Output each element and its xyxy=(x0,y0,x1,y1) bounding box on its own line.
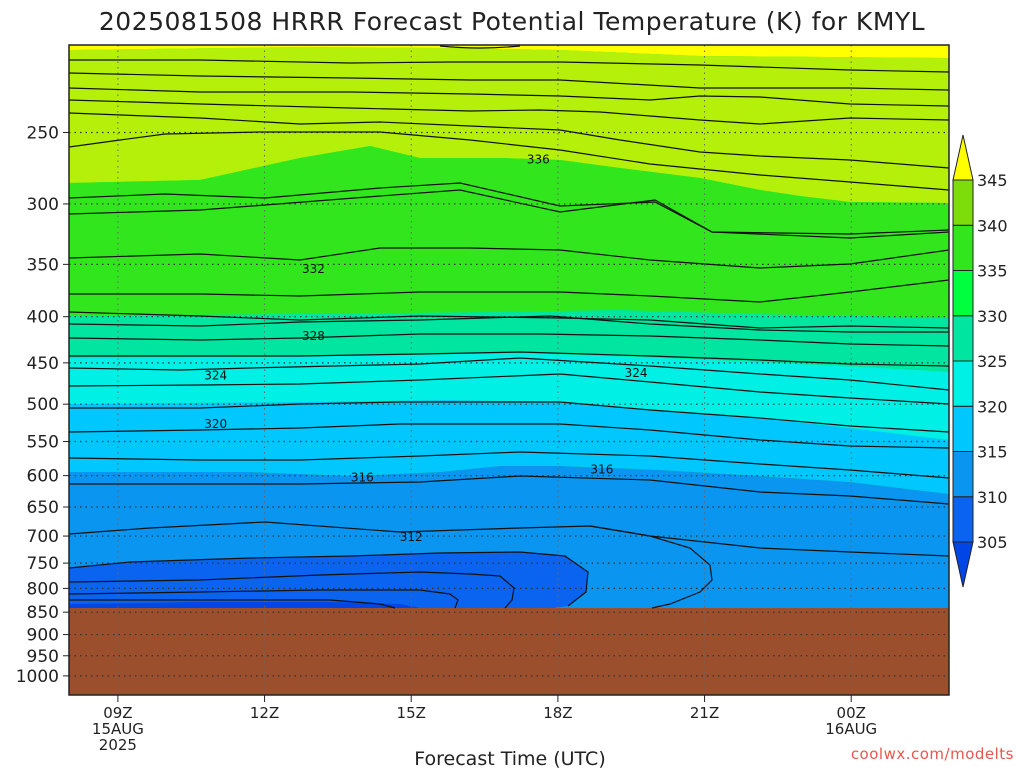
colorbar-segment-335-340 xyxy=(952,224,974,271)
y-tick-label-850: 850 xyxy=(27,603,59,623)
colorbar-label-315: 315 xyxy=(977,443,1008,462)
x-axis-label: Forecast Time (UTC) xyxy=(414,748,605,768)
y-tick-label-250: 250 xyxy=(27,123,59,143)
colorbar-segment-315-320 xyxy=(952,405,974,452)
contour-label-text: 336 xyxy=(527,153,550,167)
contour-label-text: 328 xyxy=(302,329,325,343)
colorbar-label-320: 320 xyxy=(977,397,1008,416)
colorbar-segment-330-335 xyxy=(952,270,974,317)
y-tick-label-500: 500 xyxy=(27,395,59,415)
contour-label-320-5: 320 xyxy=(204,417,227,431)
contour-label-324-4: 324 xyxy=(625,366,648,380)
x-tick-label-18-0: 18Z xyxy=(543,704,572,722)
colorbar-segment-325-330 xyxy=(952,315,974,362)
contour-label-324-3: 324 xyxy=(204,369,227,383)
gridlines xyxy=(69,45,949,695)
contour-label-312-8: 312 xyxy=(400,530,423,544)
contour-label-text: 316 xyxy=(590,463,613,477)
colorbar-label-335: 335 xyxy=(977,262,1008,281)
x-tick-label-9-0: 09Z xyxy=(103,704,132,722)
colorbar-label-345: 345 xyxy=(977,171,1008,190)
contour-lines xyxy=(69,45,949,609)
contour-label-text: 332 xyxy=(302,262,325,276)
y-tick-label-550: 550 xyxy=(27,433,59,453)
colorbar-label-310: 310 xyxy=(977,488,1008,507)
y-tick-label-750: 750 xyxy=(27,554,59,574)
x-tick-label-12-0: 12Z xyxy=(250,704,279,722)
colorbar-segment-305-310 xyxy=(952,496,974,543)
x-tick-label-15-0: 15Z xyxy=(397,704,426,722)
band-330-335 xyxy=(69,146,949,318)
plot-area: 336 332 328 324 324 320 316 316 312 xyxy=(69,45,949,695)
colorbar-label-340: 340 xyxy=(977,216,1008,235)
surface-below-ground xyxy=(69,608,949,695)
x-tick-label-24-0: 00Z xyxy=(837,704,866,722)
contour-label-text: 324 xyxy=(204,369,227,383)
contour-label-text: 324 xyxy=(625,366,648,380)
y-tick-label-950: 950 xyxy=(27,647,59,667)
chart-title: 2025081508 HRRR Forecast Potential Tempe… xyxy=(99,7,925,36)
y-tick-label-1000: 1000 xyxy=(16,667,59,687)
band-305-310 xyxy=(69,552,588,610)
colorbar-label-325: 325 xyxy=(977,352,1008,371)
x-tick-label-21-0: 21Z xyxy=(690,704,719,722)
contour-label-text: 312 xyxy=(400,530,423,544)
contour-label-text: 320 xyxy=(204,417,227,431)
band-315-320 xyxy=(69,400,949,494)
colorbar-segment-340-345 xyxy=(952,179,974,226)
colorbar: 305 310 315 320 325 330 335 340 345 xyxy=(952,134,1008,588)
colorbar-segment-310-315 xyxy=(952,451,974,498)
plot-frame xyxy=(68,44,950,696)
contour-label-316-6: 316 xyxy=(351,471,374,485)
colorbar-label-305: 305 xyxy=(977,533,1008,552)
y-axis: 250 300 350 400 450 500 550 600 650 700 750 800 850 9… xyxy=(16,123,69,687)
colorbar-label-330: 330 xyxy=(977,307,1008,326)
contour-label-336-0: 336 xyxy=(527,153,550,167)
band-345-plus xyxy=(69,45,949,58)
contour-label-text: 316 xyxy=(351,471,374,485)
y-tick-label-650: 650 xyxy=(27,498,59,518)
contour-label-316-7: 316 xyxy=(590,463,613,477)
y-tick-label-900: 900 xyxy=(27,626,59,646)
y-tick-label-300: 300 xyxy=(27,195,59,215)
y-tick-label-700: 700 xyxy=(27,527,59,547)
colorbar-segment-320-325 xyxy=(952,360,974,407)
contour-label-332-1: 332 xyxy=(302,262,325,276)
x-tick-label-24-1: 16AUG xyxy=(825,720,877,738)
x-tick-label-9-2: 2025 xyxy=(99,736,137,754)
contour-labels: 336 332 328 324 324 320 316 316 312 xyxy=(204,153,647,544)
y-tick-label-450: 450 xyxy=(27,354,59,374)
y-tick-label-600: 600 xyxy=(27,467,59,487)
y-tick-label-350: 350 xyxy=(27,255,59,275)
x-tick-label-9-1: 15AUG xyxy=(92,720,144,738)
colorbar-top-triangle xyxy=(952,134,974,181)
y-tick-label-400: 400 xyxy=(27,308,59,328)
y-tick-label-800: 800 xyxy=(27,579,59,599)
colorbar-bottom-triangle xyxy=(952,541,974,588)
band-340-345 xyxy=(69,47,949,203)
band-320-325 xyxy=(69,353,949,440)
credit-text: coolwx.com/modelts xyxy=(851,745,1014,763)
contour-label-328-2: 328 xyxy=(302,329,325,343)
